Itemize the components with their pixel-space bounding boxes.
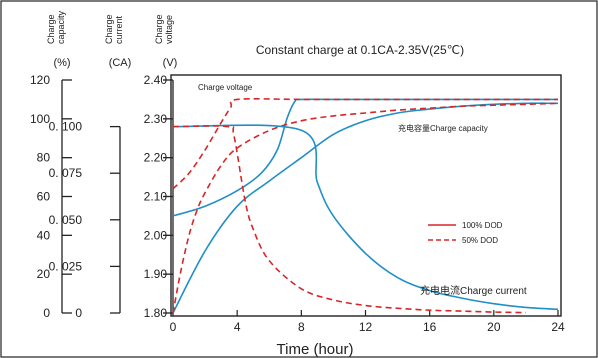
y-tick-label: 20	[37, 267, 51, 281]
y-tick-label: 0	[43, 306, 50, 320]
x-axis-label: Time (hour)	[277, 341, 354, 358]
y-tick-label: 2.40	[144, 73, 168, 87]
y-tick-label: 40	[37, 228, 51, 242]
y-axis-title: current	[114, 15, 124, 44]
y-tick-label: 0. 100	[49, 120, 83, 134]
legend-label: 100% DOD	[462, 221, 503, 230]
y-axis-title: Charge	[154, 14, 164, 44]
y-axis-title: Charge	[104, 14, 114, 44]
y-tick-label: 80	[37, 151, 51, 165]
y-tick-label: 2.10	[144, 190, 168, 204]
series-line-capacity-100-dod	[172, 102, 559, 314]
x-axis: 0 4 8 12 16 20 24	[170, 310, 565, 334]
series-line-current-50-dod	[172, 125, 526, 314]
annotation-layer: Charge voltage 充电容量Charge capacity 充电电流Cha…	[198, 83, 527, 297]
y-axis-unit: (V)	[163, 57, 178, 69]
y-tick-label: 120	[30, 73, 50, 87]
y-axis-unit: (CA)	[109, 57, 132, 69]
chart-title: Constant charge at 0.1CA-2.35V(25℃)	[256, 43, 464, 57]
y-tick-label: 0. 050	[49, 213, 83, 227]
y-tick-label: 60	[37, 190, 51, 204]
annotation-capacity: 充电容量Charge capacity	[398, 123, 488, 133]
y-tick-label: 0	[75, 306, 82, 320]
x-tick-label: 12	[359, 320, 373, 334]
annotation-voltage: Charge voltage	[198, 83, 253, 92]
y-tick-label: 2.30	[144, 112, 168, 126]
y-tick-label: 1.80	[144, 306, 168, 320]
y-tick-label: 100	[30, 112, 50, 126]
legend-label: 50% DOD	[462, 236, 498, 245]
legend-layer: 100% DOD 50% DOD	[428, 221, 503, 245]
y-tick-label: 2.20	[144, 151, 168, 165]
y-tick-label: 2.00	[144, 228, 168, 242]
y-tick-label: 0. 075	[49, 166, 83, 180]
series-layer	[172, 98, 559, 314]
y-tick-label: 1.90	[144, 267, 168, 281]
x-tick-label: 16	[423, 320, 437, 334]
annotation-current: 充电电流Charge current	[420, 284, 527, 297]
x-tick-label: 24	[551, 320, 565, 334]
series-line-voltage-100-dod	[172, 98, 558, 217]
x-tick-label: 4	[234, 320, 241, 334]
y-axis-title: Charge	[46, 14, 56, 44]
y-axis-3: 1.80 1.90 2.00 2.10 2.20 2.30 2.40 Charge voltag…	[144, 14, 178, 320]
y-tick-label: 0. 025	[49, 259, 83, 273]
series-line-voltage-50-dod	[172, 98, 558, 190]
y-axis-1: 0 20 40 60 80 100 120 Charge capacity (%)	[30, 10, 72, 320]
x-tick-label: 8	[298, 320, 305, 334]
y-axis-unit: (%)	[53, 57, 70, 69]
x-tick-label: 20	[487, 320, 501, 334]
y-axis-title: voltage	[164, 15, 174, 44]
x-tick-label: 0	[170, 320, 177, 334]
y-axis-title: capacity	[56, 10, 66, 44]
series-line-capacity-50-dod	[172, 102, 559, 314]
series-line-current-100-dod	[172, 124, 559, 311]
